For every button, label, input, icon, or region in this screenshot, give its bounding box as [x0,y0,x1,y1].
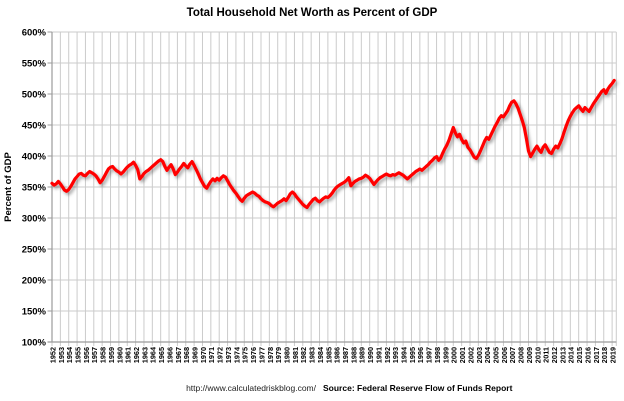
x-tick-label: 2005 [492,347,501,363]
x-tick-label: 2000 [450,347,459,363]
x-tick-label: 2003 [475,347,484,363]
x-tick-label: 2008 [517,347,526,363]
y-tick-label: 600% [22,27,47,38]
x-tick-label: 2010 [533,347,542,363]
y-tick-label: 250% [22,244,47,255]
x-tick-label: 1982 [299,347,308,363]
x-tick-label: 2004 [483,346,492,363]
x-tick-label: 1994 [400,346,409,363]
x-tick-label: 1961 [124,347,133,363]
x-tick-label: 2017 [592,347,601,363]
x-tick-label: 1973 [224,347,233,363]
y-tick-label: 400% [22,151,47,162]
y-tick-label: 350% [22,182,47,193]
x-tick-label: 2001 [458,347,467,363]
x-tick-label: 1998 [433,347,442,363]
y-tick-label: 500% [22,89,47,100]
x-tick-label: 2016 [583,347,592,363]
x-tick-label: 1959 [107,347,116,363]
x-tick-label: 1962 [132,347,141,363]
chart-title: Total Household Net Worth as Percent of … [187,7,438,19]
x-tick-label: 1971 [207,347,216,363]
x-tick-label: 1984 [316,346,325,363]
x-tick-label: 1987 [341,347,350,363]
x-tick-label: 1967 [174,347,183,363]
x-tick-label: 1989 [358,347,367,363]
footer-url: http://www.calculatedriskblog.com/ [186,383,317,393]
x-tick-label: 1975 [241,347,250,363]
x-tick-label: 1999 [441,347,450,363]
x-tick-label: 1980 [283,347,292,363]
x-tick-label: 1969 [191,347,200,363]
x-tick-label: 1990 [366,347,375,363]
x-tick-label: 2007 [508,347,517,363]
x-tick-label: 1976 [249,347,258,363]
x-tick-label: 1968 [182,347,191,363]
x-tick-label: 1952 [48,347,57,363]
x-tick-label: 1960 [115,347,124,363]
y-tick-label: 300% [22,213,47,224]
x-tick-label: 1956 [82,347,91,363]
y-axis-title: Percent of GDP [3,151,14,221]
x-tick-label: 1966 [165,347,174,363]
y-tick-label: 450% [22,120,47,131]
x-tick-label: 1965 [157,347,166,363]
x-tick-label: 2019 [609,347,618,363]
x-tick-label: 1978 [266,347,275,363]
x-tick-label: 1991 [374,347,383,363]
x-tick-label: 1955 [74,347,83,363]
x-tick-label: 1954 [65,346,74,363]
data-series [50,78,616,210]
x-tick-label: 1964 [149,346,158,363]
x-tick-label: 1997 [425,347,434,363]
x-tick-label: 2015 [575,347,584,363]
x-tick-label: 2011 [542,347,551,363]
x-tick-label: 1986 [333,347,342,363]
x-tick-label: 1958 [99,347,108,363]
y-tick-label: 200% [22,275,47,286]
x-tick-label: 1974 [232,346,241,363]
x-tick-label: 1977 [257,347,266,363]
x-tick-label: 2013 [558,347,567,363]
x-tick-label: 2012 [550,347,559,363]
x-tick-label: 1979 [274,347,283,363]
y-tick-label: 100% [22,337,47,348]
x-tick-labels: 1952 1953 1954 1955 1956 1957 1958 1959 1960 1961… [48,346,617,363]
x-tick-label: 1972 [216,347,225,363]
x-tick-label: 1995 [408,347,417,363]
x-tick-label: 1992 [383,347,392,363]
y-tick-label: 150% [22,306,47,317]
x-tick-label: 1963 [140,347,149,363]
x-tick-label: 1953 [57,347,66,363]
x-tick-label: 1983 [308,347,317,363]
x-tick-label: 2006 [500,347,509,363]
net-worth-line [50,78,616,210]
y-tick-labels: 600% 550% 500% 450% 400% 350% 300% 250% 200% 150%… [22,27,47,348]
x-tick-label: 2014 [567,346,576,363]
x-tick-label: 1985 [324,347,333,363]
x-tick-label: 1996 [416,347,425,363]
y-tick-label: 550% [22,58,47,69]
x-tick-label: 1993 [391,347,400,363]
x-tick-label: 2009 [525,347,534,363]
x-tick-label: 1957 [90,347,99,363]
x-tick-label: 2018 [600,347,609,363]
x-tick-label: 1970 [199,347,208,363]
x-tick-label: 1981 [291,347,300,363]
x-tick-label: 2002 [466,347,475,363]
footer-source: Source: Federal Reserve Flow of Funds Re… [323,383,513,393]
x-tick-label: 1988 [349,347,358,363]
axes [47,31,617,343]
